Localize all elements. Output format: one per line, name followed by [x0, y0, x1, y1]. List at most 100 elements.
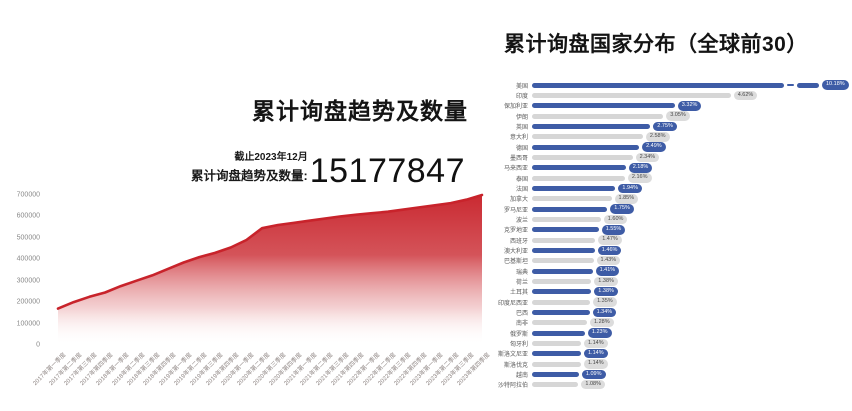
value-badge: 2.18% [628, 163, 653, 173]
bar-row: 巴西 1.34% [458, 307, 852, 318]
country-label: 罗马尼亚 [503, 207, 528, 214]
country-label: 波兰 [515, 217, 528, 224]
bar-row: 美国 10.18% [458, 80, 852, 90]
bar-segment[interactable] [532, 134, 643, 140]
bar-row: 罗马尼亚 1.75% [458, 204, 852, 214]
y-tick-label: 100000 [16, 320, 40, 328]
bar-row: 瑞典 1.41% [458, 266, 852, 276]
country-label: 沙特阿拉伯 [497, 383, 528, 390]
bar-row: 克罗地亚 1.55% [458, 225, 852, 235]
value-badge: 3.05% [666, 111, 690, 121]
bar-segment[interactable] [532, 289, 592, 295]
bar-segment[interactable] [532, 196, 612, 202]
bar-row: 保加利亚 3.32% [458, 101, 852, 111]
country-label: 法国 [515, 186, 528, 193]
value-badge: 1.94% [618, 183, 642, 194]
value-badge: 1.43% [596, 255, 621, 266]
value-badge: 1.08% [581, 379, 605, 390]
country-label: 斯洛文尼亚 [497, 352, 528, 359]
bar-row: 斯洛文尼亚 1.14% [458, 348, 852, 359]
bar-segment[interactable] [532, 299, 591, 305]
value-badge: 1.35% [593, 297, 617, 307]
asof-date-label: 截止2023年12月 [234, 152, 308, 163]
bar-row: 荷兰 1.38% [458, 276, 852, 287]
bar-row: 英国 2.75% [458, 121, 852, 132]
bar-row: 匈牙利 1.14% [458, 338, 852, 349]
value-badge: 1.47% [598, 235, 622, 245]
bar-segment[interactable] [532, 113, 664, 119]
bar-row: 斯洛伐克 1.14% [458, 359, 852, 369]
country-label: 泰国 [515, 176, 528, 183]
bar-row: 加拿大 1.85% [458, 194, 852, 204]
country-label: 巴西 [515, 310, 528, 317]
bar-row: 意大利 2.58% [458, 132, 852, 142]
y-tick-label: 400000 [16, 255, 40, 263]
country-label: 克罗地亚 [503, 228, 528, 235]
bar-segment[interactable] [532, 278, 592, 284]
bar-segment[interactable] [532, 268, 593, 274]
y-tick-label: 0 [36, 341, 40, 349]
bar-row: 法国 1.94% [458, 183, 852, 194]
bar-segment[interactable] [532, 361, 581, 367]
bar-segment[interactable] [532, 216, 601, 222]
bar-segment[interactable] [532, 237, 596, 243]
bar-segment[interactable] [532, 340, 581, 346]
bar-segment[interactable] [532, 227, 599, 233]
bar-row: 西班牙 1.47% [458, 235, 852, 245]
bar-segment[interactable] [532, 175, 625, 181]
value-badge: 4.62% [733, 90, 758, 101]
bar-segment[interactable] [532, 309, 590, 315]
country-label: 澳大利亚 [503, 248, 528, 255]
bar-segment[interactable] [532, 165, 626, 171]
area-series-line[interactable] [56, 193, 484, 310]
bar-row: 土耳其 1.38% [458, 286, 852, 297]
area-series-fill[interactable] [58, 195, 482, 345]
value-badge: 1.09% [581, 369, 606, 380]
bar-segment[interactable] [532, 206, 608, 212]
bar-segment[interactable] [532, 382, 579, 388]
bar-segment[interactable] [532, 351, 581, 357]
bar-row: 波兰 1.60% [458, 214, 852, 225]
country-label: 巴基斯坦 [503, 259, 528, 266]
bar-segment[interactable] [532, 330, 585, 336]
value-badge: 1.60% [603, 214, 628, 225]
bar-row: 澳大利亚 1.46% [458, 245, 852, 256]
value-badge: 1.23% [587, 328, 612, 338]
bar-segment[interactable] [532, 247, 595, 253]
y-tick-label: 600000 [16, 212, 40, 220]
bar-row: 泰国 2.16% [458, 173, 852, 183]
bar-segment[interactable] [532, 154, 633, 160]
right-chart-title: 累计询盘国家分布（全球前30） [504, 33, 808, 56]
y-tick-label: 200000 [16, 298, 40, 306]
value-badge: 1.14% [584, 338, 608, 349]
bar-segment[interactable] [532, 320, 587, 326]
bar-segment-after-break[interactable] [797, 82, 819, 88]
y-tick-label: 300000 [16, 277, 40, 285]
bar-segment[interactable] [532, 92, 731, 98]
bar-segment[interactable] [532, 144, 640, 150]
bar-row: 南非 1.28% [458, 317, 852, 328]
bar-segment[interactable] [532, 103, 675, 109]
value-badge: 1.85% [614, 194, 639, 204]
bar-row: 印度尼西亚 1.35% [458, 297, 852, 307]
bar-segment[interactable] [532, 371, 579, 377]
value-badge: 1.75% [610, 204, 634, 214]
value-badge: 1.55% [601, 225, 626, 235]
country-label: 加拿大 [509, 197, 528, 204]
country-label: 荷兰 [515, 279, 528, 286]
bar-segment[interactable] [532, 185, 616, 191]
bar-segment[interactable] [532, 258, 594, 264]
total-count-value: 15177847 [309, 152, 465, 191]
bar-row: 沙特阿拉伯 1.08% [458, 379, 852, 390]
bar-segment[interactable] [532, 123, 651, 129]
value-badge: 1.38% [594, 286, 618, 297]
bar-segment[interactable] [532, 82, 784, 88]
country-label: 南非 [515, 321, 528, 328]
country-label: 越南 [515, 372, 528, 379]
bar-row: 马来西亚 2.18% [458, 163, 852, 173]
value-badge: 3.32% [677, 101, 702, 111]
y-tick-label: 500000 [16, 234, 40, 242]
value-badge: 1.46% [597, 245, 622, 256]
